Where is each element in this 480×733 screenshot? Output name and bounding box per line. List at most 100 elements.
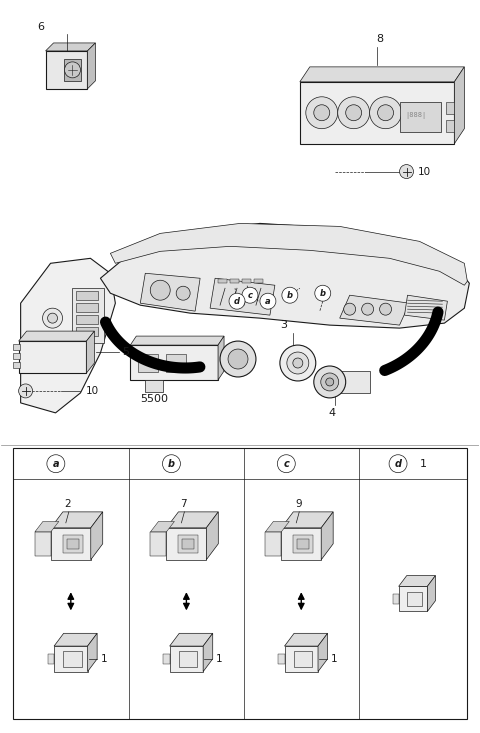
Circle shape xyxy=(280,345,316,381)
Circle shape xyxy=(378,105,394,121)
Polygon shape xyxy=(285,646,318,671)
Polygon shape xyxy=(91,512,103,560)
Polygon shape xyxy=(151,532,167,556)
Circle shape xyxy=(277,454,295,473)
Bar xyxy=(76,303,98,312)
Polygon shape xyxy=(399,575,435,586)
Polygon shape xyxy=(203,633,213,671)
Polygon shape xyxy=(265,521,289,532)
Polygon shape xyxy=(285,633,327,646)
Bar xyxy=(145,380,163,392)
Bar xyxy=(446,102,455,114)
Polygon shape xyxy=(140,273,200,312)
Circle shape xyxy=(220,341,256,377)
Text: c: c xyxy=(283,459,289,468)
Bar xyxy=(12,362,20,368)
Bar xyxy=(182,539,194,549)
Bar xyxy=(67,539,79,549)
Circle shape xyxy=(344,303,356,315)
Polygon shape xyxy=(167,512,218,528)
Text: 10: 10 xyxy=(85,386,98,396)
Bar xyxy=(297,539,309,549)
Text: 1: 1 xyxy=(331,654,338,664)
Polygon shape xyxy=(19,331,95,341)
Polygon shape xyxy=(210,279,275,315)
Polygon shape xyxy=(48,654,54,664)
Circle shape xyxy=(399,165,413,179)
Text: 2: 2 xyxy=(64,499,71,509)
Circle shape xyxy=(242,287,258,303)
Polygon shape xyxy=(321,512,333,560)
Bar xyxy=(19,341,86,373)
Polygon shape xyxy=(300,67,464,82)
Text: 5: 5 xyxy=(122,347,129,357)
Polygon shape xyxy=(179,651,197,666)
Polygon shape xyxy=(218,336,224,380)
Bar xyxy=(76,327,98,336)
Circle shape xyxy=(282,287,298,303)
Polygon shape xyxy=(407,592,421,606)
Polygon shape xyxy=(130,336,224,345)
Text: |888|: |888| xyxy=(406,112,427,119)
Circle shape xyxy=(314,105,330,121)
Polygon shape xyxy=(294,651,312,666)
Polygon shape xyxy=(206,512,218,560)
Circle shape xyxy=(287,352,309,374)
Bar xyxy=(46,51,87,89)
Text: d: d xyxy=(395,459,402,468)
Text: a: a xyxy=(52,459,59,468)
Polygon shape xyxy=(51,512,103,528)
Polygon shape xyxy=(21,258,115,413)
Circle shape xyxy=(361,303,373,315)
Text: 1: 1 xyxy=(216,654,223,664)
Bar xyxy=(242,279,251,283)
Circle shape xyxy=(229,293,245,309)
Bar xyxy=(330,371,370,393)
Polygon shape xyxy=(46,43,96,51)
Polygon shape xyxy=(281,512,333,528)
Bar xyxy=(130,345,218,380)
Text: c: c xyxy=(248,291,252,300)
Text: a: a xyxy=(265,297,271,306)
Polygon shape xyxy=(51,528,91,560)
Circle shape xyxy=(380,303,392,315)
Text: 6: 6 xyxy=(37,22,44,32)
Bar xyxy=(300,82,455,144)
Bar xyxy=(12,353,20,359)
Polygon shape xyxy=(169,646,203,671)
Polygon shape xyxy=(427,575,435,611)
Text: 7: 7 xyxy=(180,499,187,509)
Polygon shape xyxy=(455,67,464,144)
Text: 1: 1 xyxy=(420,459,427,468)
Polygon shape xyxy=(293,535,313,553)
Circle shape xyxy=(64,62,81,78)
Circle shape xyxy=(176,286,190,301)
Polygon shape xyxy=(265,532,281,556)
Polygon shape xyxy=(278,654,285,664)
Polygon shape xyxy=(163,654,169,664)
Polygon shape xyxy=(151,521,174,532)
Circle shape xyxy=(389,454,407,473)
Circle shape xyxy=(315,285,331,301)
Polygon shape xyxy=(405,295,447,320)
Text: b: b xyxy=(320,289,326,298)
Polygon shape xyxy=(35,521,59,532)
Text: 4: 4 xyxy=(328,408,336,418)
Text: d: d xyxy=(234,297,240,306)
Bar xyxy=(230,279,239,283)
Circle shape xyxy=(338,97,370,129)
Polygon shape xyxy=(179,535,198,553)
Circle shape xyxy=(346,105,361,121)
Polygon shape xyxy=(63,535,83,553)
Text: 3: 3 xyxy=(280,320,287,330)
Polygon shape xyxy=(399,586,427,611)
Bar xyxy=(76,291,98,301)
Text: 10: 10 xyxy=(418,166,431,177)
Circle shape xyxy=(47,454,65,473)
Polygon shape xyxy=(54,646,87,671)
Polygon shape xyxy=(87,43,96,89)
Polygon shape xyxy=(86,331,95,373)
Circle shape xyxy=(293,358,303,368)
Polygon shape xyxy=(54,633,97,646)
Circle shape xyxy=(260,293,276,309)
